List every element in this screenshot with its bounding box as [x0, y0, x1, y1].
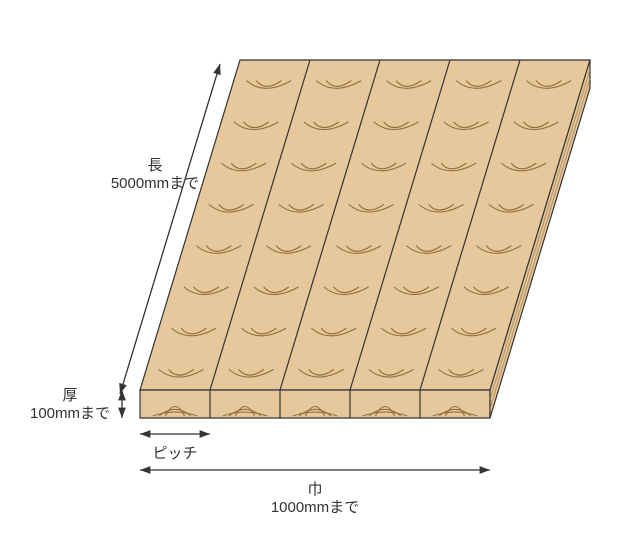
- dim-width-label-line1: 巾: [307, 481, 322, 498]
- dim-thickness-label-line1: 厚: [62, 387, 77, 404]
- dim-thickness-label-line2: 100mmまで: [30, 405, 110, 422]
- dim-length-label-line1: 長: [147, 157, 162, 174]
- dim-thickness-label: 厚100mmまで: [30, 387, 110, 422]
- board-front-face: [140, 390, 490, 418]
- dim-width-label-line2: 1000mmまで: [271, 499, 359, 516]
- dim-length-label: 長5000mmまで: [111, 157, 199, 192]
- dim-pitch-label-line1: ピッチ: [152, 445, 197, 462]
- dim-length-label-line2: 5000mmまで: [111, 175, 199, 192]
- dim-pitch-label: ピッチ: [152, 445, 197, 462]
- dim-width-label: 巾1000mmまで: [271, 481, 359, 516]
